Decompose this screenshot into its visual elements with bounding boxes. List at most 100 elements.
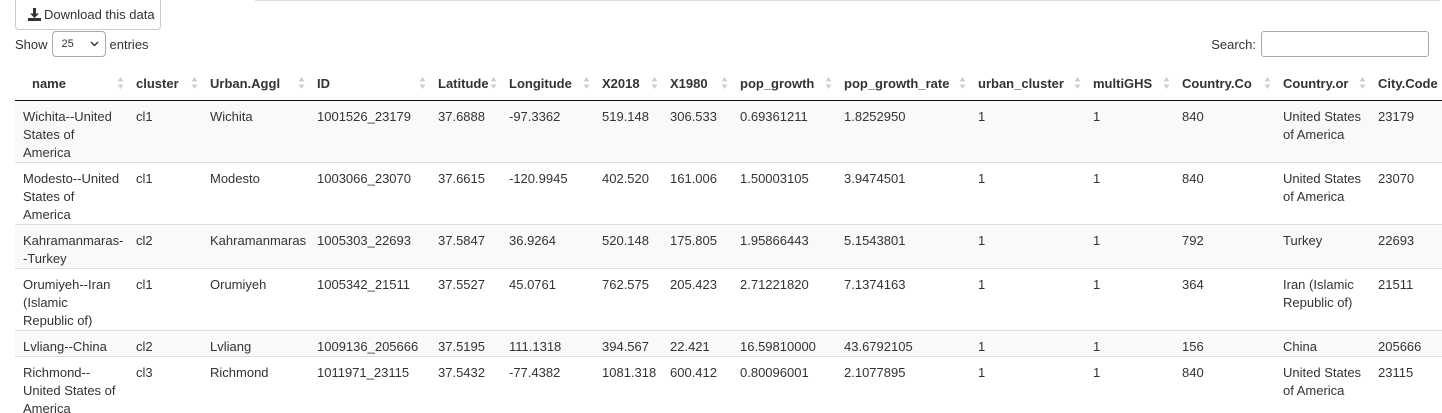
column-header-country-or[interactable]: Country.or — [1275, 66, 1370, 101]
table-cell: 306.533 — [662, 100, 732, 163]
table-cell: 37.6888 — [430, 100, 501, 163]
table-cell: 1.50003105 — [732, 162, 836, 225]
table-cell: 520.148 — [594, 224, 662, 269]
table-cell: 21511 — [1370, 268, 1442, 331]
table-cell: 43.6792105 — [836, 330, 970, 357]
table-cell: 394.567 — [594, 330, 662, 357]
table-cell: -77.4382 — [501, 356, 594, 413]
table-cell: 519.148 — [594, 100, 662, 163]
table-row[interactable]: Wichita--United States of America cl1 Wich… — [15, 100, 1442, 163]
search-label: Search: — [1211, 36, 1256, 52]
entries-select[interactable]: 25 — [51, 31, 106, 57]
download-data-button[interactable]: Download this data — [15, 0, 161, 30]
table-cell: Wichita--United States of America — [15, 100, 128, 163]
table-cell: 156 — [1174, 330, 1275, 357]
table-cell: 1.95866443 — [732, 224, 836, 269]
column-header-label: Latitude — [438, 75, 489, 91]
table-cell: Kahramanmaras--Turkey — [15, 224, 128, 269]
table-cell: Iran (Islamic Republic of) — [1275, 268, 1370, 331]
table-cell: 1005342_21511 — [309, 268, 430, 331]
table-cell: 1 — [1085, 268, 1174, 331]
table-cell: 364 — [1174, 268, 1275, 331]
column-header-label: name — [32, 75, 66, 91]
table-cell: 3.9474501 — [836, 162, 970, 225]
table-scroll-body[interactable]: name cluster Urban.Aggl ID Latitude Longitude… — [15, 66, 1442, 413]
table-cell: 1 — [1085, 162, 1174, 225]
column-header-latitude[interactable]: Latitude — [430, 66, 501, 101]
column-header-multighs[interactable]: multiGHS — [1085, 66, 1174, 101]
table-row[interactable]: Kahramanmaras--Turkey cl2 Kahramanmaras 100… — [15, 224, 1442, 269]
table-cell: cl1 — [128, 100, 202, 163]
table-cell: 7.1374163 — [836, 268, 970, 331]
table-cell: 840 — [1174, 100, 1275, 163]
column-header-name[interactable]: name — [15, 66, 128, 101]
column-header-label: multiGHS — [1093, 75, 1153, 91]
show-label: Show — [15, 36, 48, 52]
table-cell: Orumiyeh — [202, 268, 309, 331]
table-cell: 22.421 — [662, 330, 732, 357]
table-cell: 175.805 — [662, 224, 732, 269]
table-cell: United States of America — [1275, 100, 1370, 163]
column-header-x1980[interactable]: X1980 — [662, 66, 732, 101]
column-header-country-co[interactable]: Country.Co — [1174, 66, 1275, 101]
table-cell: 36.9264 — [501, 224, 594, 269]
data-table: name cluster Urban.Aggl ID Latitude Longitude… — [15, 66, 1442, 413]
table-cell: 840 — [1174, 356, 1275, 413]
table-cell: 5.1543801 — [836, 224, 970, 269]
entries-label: entries — [109, 36, 149, 52]
table-cell: 1 — [1085, 100, 1174, 163]
table-cell: Turkey — [1275, 224, 1370, 269]
sort-icon — [825, 77, 832, 89]
column-header-cluster[interactable]: cluster — [128, 66, 202, 101]
table-cell: 840 — [1174, 162, 1275, 225]
table-cell: 23115 — [1370, 356, 1442, 413]
table-cell: cl1 — [128, 162, 202, 225]
table-cell: Wichita — [202, 100, 309, 163]
table-cell: 762.575 — [594, 268, 662, 331]
column-header-pop-growth-rate[interactable]: pop_growth_rate — [836, 66, 970, 101]
column-header-city-code[interactable]: City.Code — [1370, 66, 1442, 101]
table-cell: -97.3362 — [501, 100, 594, 163]
sort-icon — [1264, 77, 1271, 89]
table-cell: 22693 — [1370, 224, 1442, 269]
download-icon — [28, 8, 41, 21]
table-cell: 402.520 — [594, 162, 662, 225]
table-row[interactable]: Orumiyeh--Iran (Islamic Republic of) cl1 O… — [15, 268, 1442, 331]
table-cell: 0.80096001 — [732, 356, 836, 413]
column-header-pop-growth[interactable]: pop_growth — [732, 66, 836, 101]
table-cell: 161.006 — [662, 162, 732, 225]
table-body: Wichita--United States of America cl1 Wich… — [15, 100, 1442, 413]
table-row[interactable]: Richmond--United States of America cl3 Ric… — [15, 356, 1442, 413]
table-row[interactable]: Lvliang--China cl2 Lvliang 1009136_205666 37… — [15, 330, 1442, 357]
table-cell: United States of America — [1275, 162, 1370, 225]
table-cell: 1 — [1085, 330, 1174, 357]
sort-icon — [1074, 77, 1081, 89]
table-cell: 1 — [1085, 356, 1174, 413]
column-header-x2018[interactable]: X2018 — [594, 66, 662, 101]
table-cell: 205666 — [1370, 330, 1442, 357]
table-cell: 2.1077895 — [836, 356, 970, 413]
table-row[interactable]: Modesto--United States of America cl1 Mode… — [15, 162, 1442, 225]
column-header-urban-aggl[interactable]: Urban.Aggl — [202, 66, 309, 101]
table-cell: 45.0761 — [501, 268, 594, 331]
table-cell: 1005303_22693 — [309, 224, 430, 269]
table-cell: cl2 — [128, 224, 202, 269]
table-cell: 1 — [970, 268, 1085, 331]
table-cell: 1 — [970, 100, 1085, 163]
sort-icon — [1163, 77, 1170, 89]
table-cell: Kahramanmaras — [202, 224, 309, 269]
column-header-urban-cluster[interactable]: urban_cluster — [970, 66, 1085, 101]
column-header-label: Country.Co — [1182, 75, 1252, 91]
search-input[interactable] — [1261, 31, 1429, 57]
table-cell: 1 — [970, 224, 1085, 269]
column-header-longitude[interactable]: Longitude — [501, 66, 594, 101]
chevron-down-icon — [90, 41, 99, 47]
table-cell: 37.5527 — [430, 268, 501, 331]
column-header-id[interactable]: ID — [309, 66, 430, 101]
tab-border — [255, 0, 1440, 1]
table-cell: 792 — [1174, 224, 1275, 269]
table-cell: 1.8252950 — [836, 100, 970, 163]
sort-icon — [583, 77, 590, 89]
column-header-label: ID — [317, 75, 330, 91]
table-cell: cl1 — [128, 268, 202, 331]
